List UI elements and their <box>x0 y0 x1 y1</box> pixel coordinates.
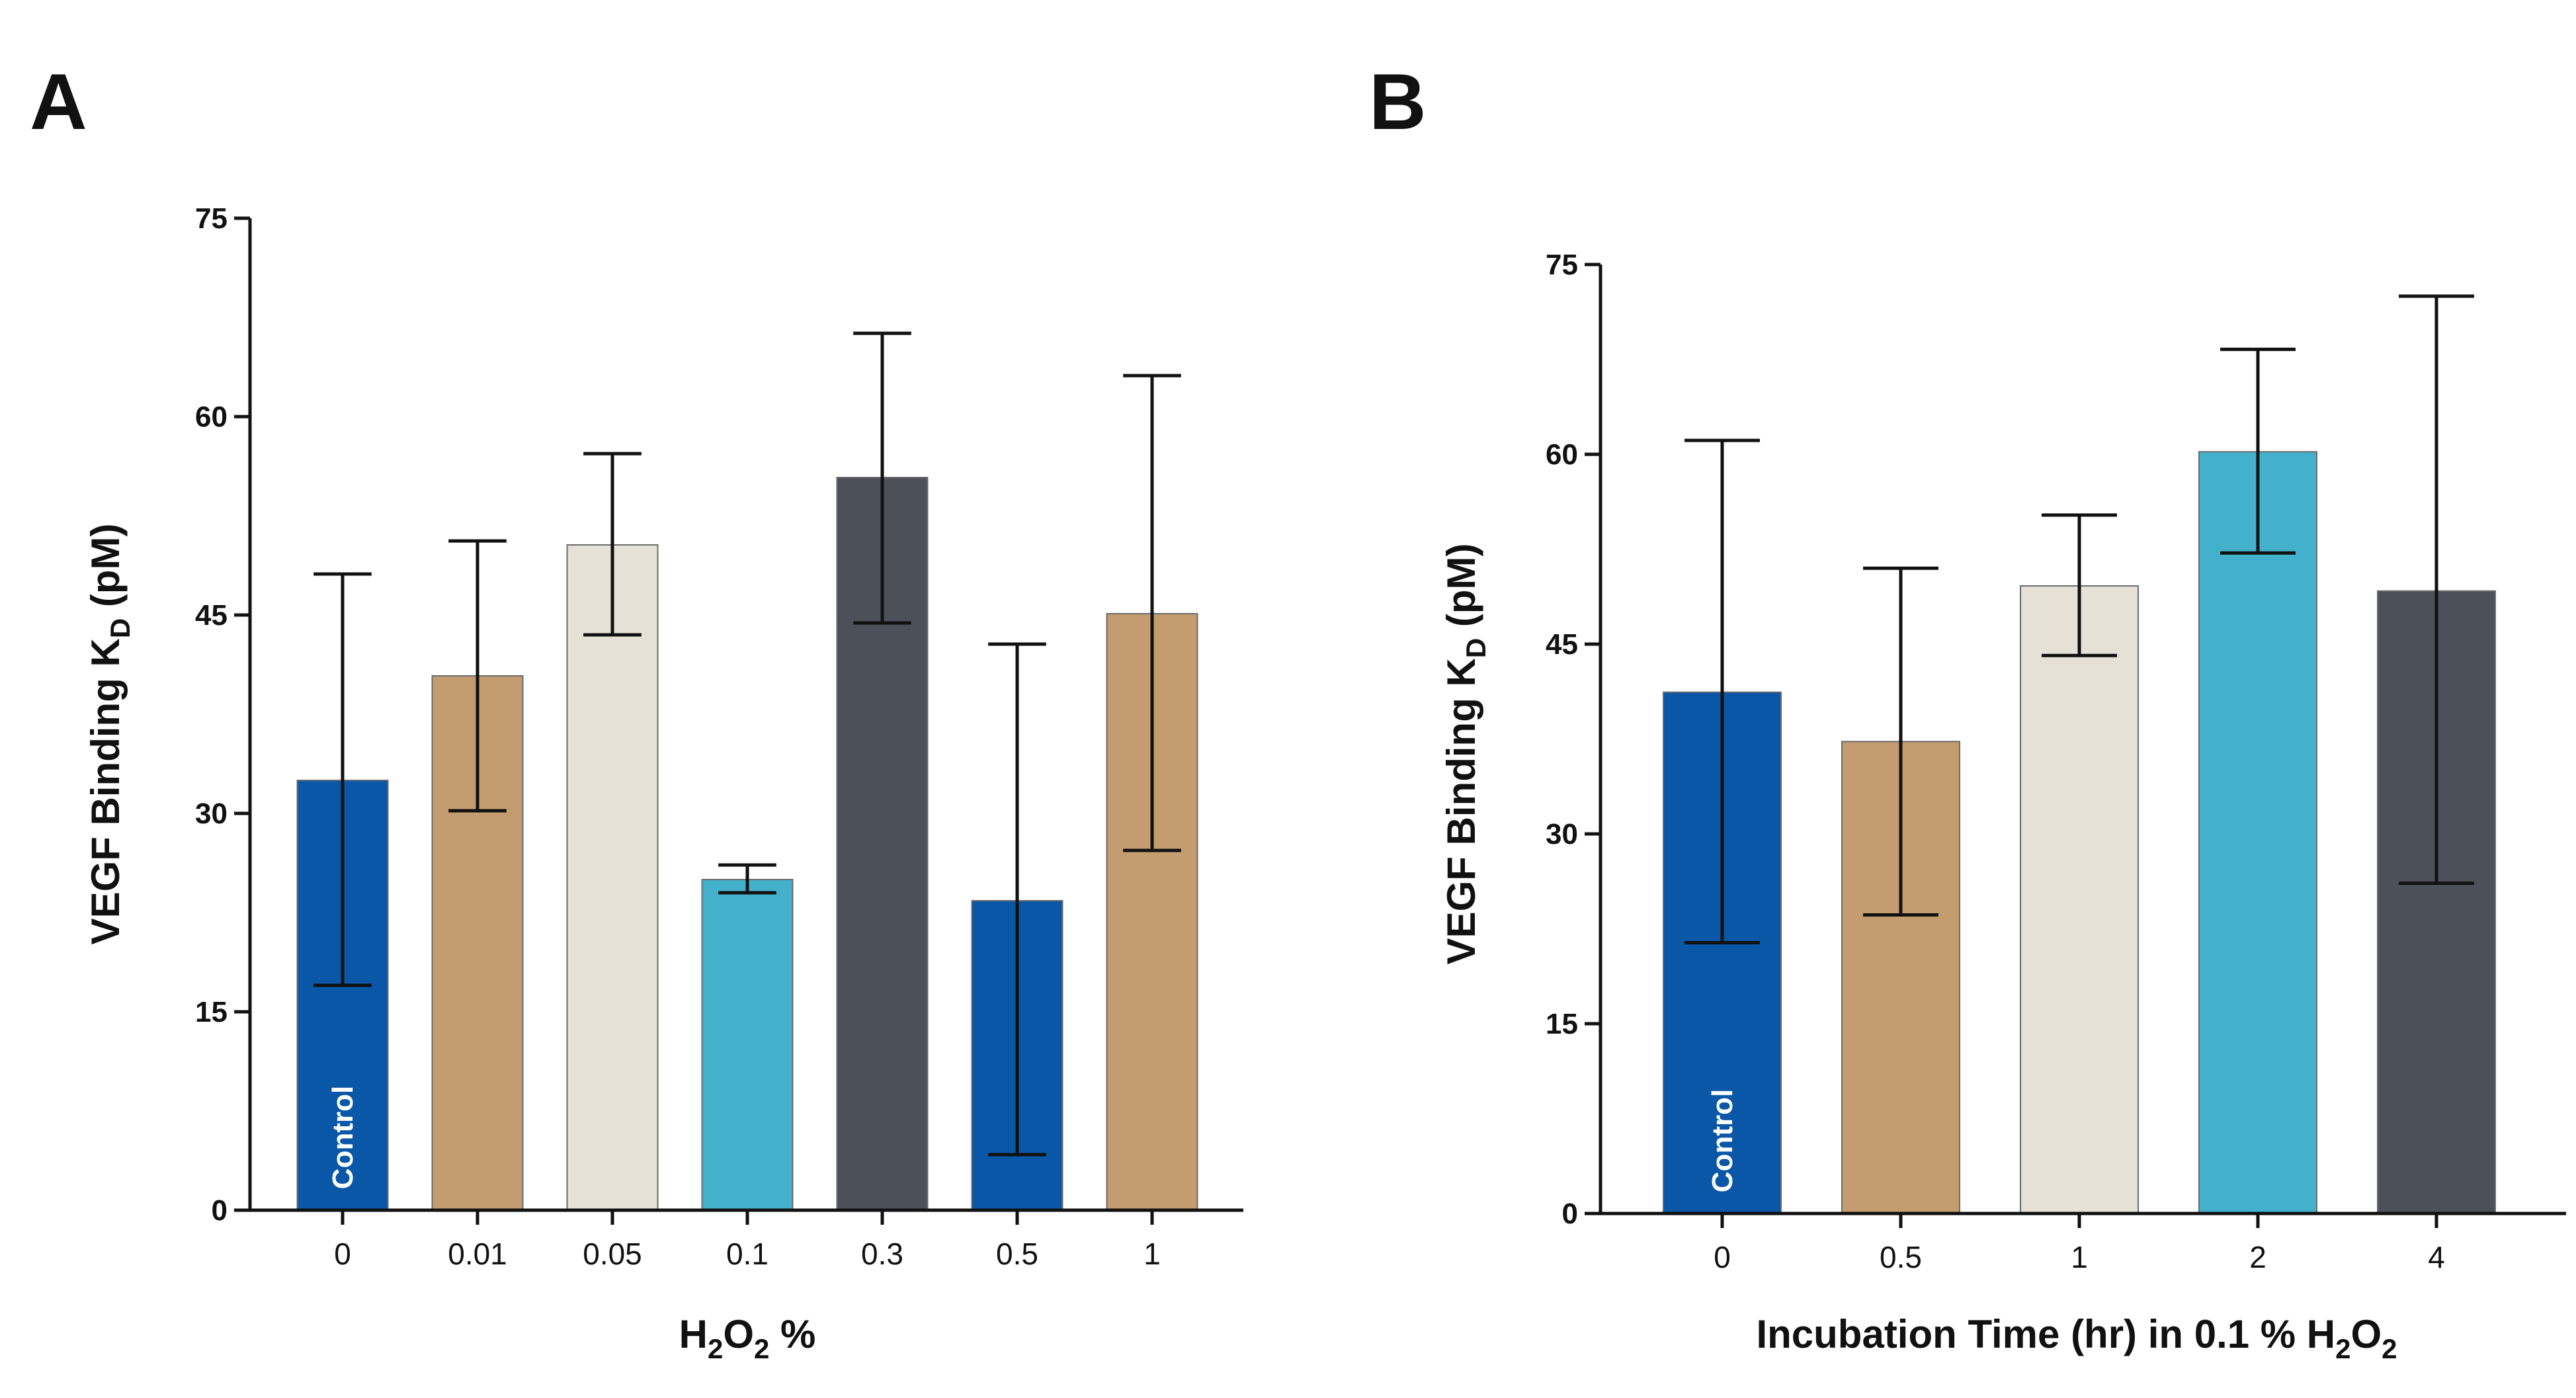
panel-a-x-ticks: 0 0.01 0.05 0.1 0.3 0.5 1 <box>334 1210 1161 1271</box>
panel-b-axes <box>1599 265 2566 1215</box>
panel-a-x-tick-label: 0.5 <box>996 1237 1038 1271</box>
panel-b-letter: B <box>1369 58 1427 146</box>
panel-a-x-tick-label: 0.01 <box>448 1237 507 1271</box>
panel-b-x-ticks: 0 0.5 1 2 4 <box>1714 1213 2445 1274</box>
panel-b-y-tick-label: 45 <box>1546 628 1578 661</box>
panel-a-y-ticks: 0 15 30 45 60 75 <box>195 202 250 1227</box>
panel-b-x-tick-label: 0 <box>1714 1240 1731 1274</box>
panel-a-bar-0.05 <box>566 544 659 1211</box>
panel-b-bar-2 <box>2198 451 2317 1214</box>
panel-a-y-tick-label: 0 <box>212 1194 228 1227</box>
panel-a-x-axis-title: H2O2 % <box>679 1312 816 1364</box>
panel-b: B Control 0 15 30 45 60 75 0 0.5 1 2 4 VEGF Bindi… <box>1369 58 2566 1364</box>
panel-a-y-tick-label: 60 <box>195 401 228 433</box>
panel-a-x-tick-label: 0.3 <box>861 1237 903 1271</box>
panel-a-bar-annotation: Control <box>327 1086 359 1189</box>
panel-a-x-tick-label: 1 <box>1143 1237 1161 1271</box>
panel-a-y-axis-title: VEGF Binding KD (pM) <box>83 524 136 945</box>
panel-a-x-tick-label: 0.05 <box>583 1237 642 1271</box>
panel-a-bars: Control <box>296 477 1198 1211</box>
panel-a-bar-0.1 <box>701 879 794 1211</box>
panel-b-y-tick-label: 60 <box>1546 438 1578 471</box>
panel-b-y-tick-label: 30 <box>1546 818 1578 850</box>
panel-b-x-axis-title: Incubation Time (hr) in 0.1 % H2O2 <box>1756 1312 2397 1364</box>
panel-a-x-tick-label: 0.1 <box>726 1237 769 1271</box>
panel-b-bar-1 <box>2020 585 2139 1214</box>
panel-a-y-tick-label: 30 <box>195 798 228 830</box>
panel-b-y-ticks: 0 15 30 45 60 75 <box>1546 249 1600 1230</box>
panel-b-x-tick-label: 4 <box>2428 1240 2445 1274</box>
panel-b-error-bars <box>1684 294 2474 945</box>
panel-b-x-tick-label: 2 <box>2249 1240 2266 1274</box>
panel-b-y-tick-label: 15 <box>1546 1008 1578 1040</box>
panel-b-x-tick-label: 0.5 <box>1880 1240 1922 1274</box>
panel-a-error-bars <box>313 331 1181 1157</box>
panel-a-y-tick-label: 75 <box>195 202 228 235</box>
panel-b-bar-annotation: Control <box>1706 1089 1739 1192</box>
panel-a-letter: A <box>30 58 87 146</box>
panel-b-x-tick-label: 1 <box>2071 1240 2088 1274</box>
panel-a: A Control 0 15 30 45 60 75 0 0.01 0.05 0.1 0.3 0.5… <box>30 58 1243 1364</box>
panel-a-y-tick-label: 15 <box>195 996 228 1028</box>
panel-a-x-tick-label: 0 <box>334 1237 351 1271</box>
panel-b-y-tick-label: 75 <box>1546 249 1578 281</box>
panel-b-y-axis-title: VEGF Binding KD (pM) <box>1439 544 1491 965</box>
panel-a-y-tick-label: 45 <box>195 599 228 632</box>
panel-b-y-tick-label: 0 <box>1562 1198 1578 1230</box>
